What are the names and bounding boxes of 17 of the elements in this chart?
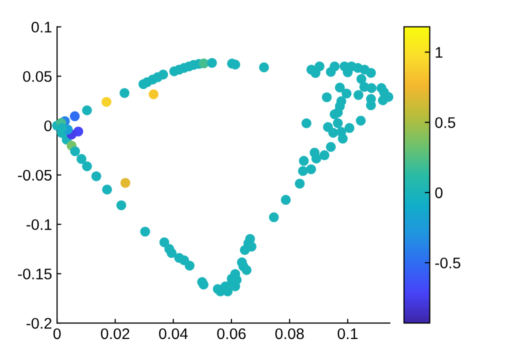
x-tick-label: 0.1 — [338, 328, 358, 340]
color-bar-label: 0 — [435, 187, 443, 198]
color-bar-label: 0.5 — [435, 117, 456, 128]
x-tick-label: 0.06 — [217, 328, 246, 340]
x-tick-label: 0.04 — [159, 328, 188, 340]
color-bar-label: -0.5 — [435, 258, 460, 268]
y-tick-label: -0.1 — [26, 219, 52, 230]
y-tick-label: 0.1 — [32, 22, 52, 33]
y-tick-label: 0.05 — [23, 71, 52, 82]
y-tick-label: 0 — [44, 120, 52, 132]
y-tick-label: -0.05 — [18, 170, 52, 181]
x-tick-label: 0.02 — [100, 328, 130, 340]
color-bar-label: 1 — [436, 47, 442, 58]
x-tick-label: 0 — [53, 328, 61, 340]
x-tick-label: 0.08 — [275, 328, 304, 340]
y-tick-label: -0.2 — [26, 318, 52, 329]
y-tick-label: -0.15 — [18, 268, 52, 280]
